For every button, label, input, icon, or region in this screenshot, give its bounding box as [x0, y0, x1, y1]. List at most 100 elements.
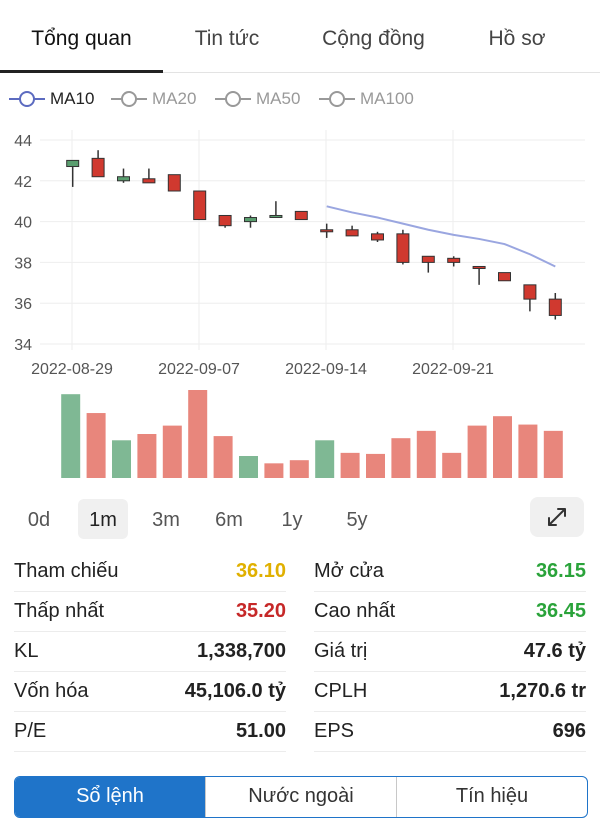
volume-bar: [213, 436, 233, 478]
volume-bar: [315, 440, 335, 478]
volume-bar: [493, 416, 512, 478]
legend-ma100[interactable]: MA100: [318, 84, 414, 114]
candle-body: [371, 233, 384, 241]
ma-legend: MA10 MA20 MA50 MA100: [0, 84, 600, 114]
candle-body: [244, 217, 257, 223]
legend-ma20[interactable]: MA20: [110, 84, 196, 114]
range-5y[interactable]: 5y: [346, 509, 368, 531]
range-0d[interactable]: 0d: [27, 509, 51, 531]
tab-tong-quan[interactable]: Tổng quan: [31, 27, 132, 50]
stat-label: Vốn hóa: [14, 680, 89, 702]
legend-ma10[interactable]: MA10: [8, 84, 94, 114]
stat-pe: P/E 51.00: [14, 712, 286, 752]
candle-body: [447, 257, 461, 263]
y-tick-label: 34: [14, 337, 32, 354]
volume-bar: [264, 463, 284, 478]
stat-label: Mở cửa: [314, 560, 384, 582]
volume-bar: [366, 453, 385, 478]
candle-body: [421, 255, 435, 263]
stat-thap-nhat: Thấp nhất 35.20: [14, 592, 286, 632]
range-1m[interactable]: 1m: [78, 499, 128, 539]
volume-bar: [467, 425, 487, 478]
price-volume-chart[interactable]: 34 36 38 40 42 44 2022-08-29 2022-09-07 2022-09-…: [0, 120, 600, 490]
candle-body: [167, 174, 181, 192]
legend-ma50-label: MA50: [256, 89, 301, 108]
y-tick-label: 42: [14, 174, 32, 191]
tab-cong-dong[interactable]: Cộng đồng: [322, 27, 425, 50]
ma50-line-icon: [215, 91, 251, 107]
ma10-line: [326, 205, 556, 268]
tab-tin-tuc[interactable]: Tin tức: [194, 27, 260, 50]
x-tick-label: 2022-08-29: [31, 361, 113, 378]
candle-body: [320, 229, 334, 233]
stat-value: 36.45: [535, 600, 586, 622]
volume-bar: [137, 434, 157, 478]
stat-label: Giá trị: [314, 640, 368, 662]
legend-ma20-label: MA20: [152, 89, 197, 108]
y-tick-label: 44: [14, 133, 32, 150]
candle-body: [498, 272, 511, 282]
range-1y[interactable]: 1y: [281, 509, 303, 531]
volume-bar: [416, 430, 436, 478]
volume-bar: [239, 456, 258, 478]
y-tick-label: 36: [14, 296, 32, 313]
candle-body: [66, 159, 80, 168]
stat-value: 696: [552, 720, 586, 742]
range-6m[interactable]: 6m: [215, 509, 243, 531]
stat-von-hoa: Vốn hóa 45,106.0 tỷ: [14, 672, 286, 712]
volume-bar: [86, 413, 106, 478]
tab-ho-so[interactable]: Hồ sơ: [488, 27, 546, 50]
stat-label: Tham chiếu: [14, 560, 119, 582]
top-tab-bar: Tổng quan Tin tức Cộng đồng Hồ sơ: [0, 0, 600, 73]
ma20-line-icon: [111, 91, 147, 107]
expand-chart-button[interactable]: [530, 497, 584, 537]
volume-bar: [289, 460, 309, 478]
stat-label: KL: [14, 640, 39, 662]
candle-body: [472, 265, 486, 270]
range-3m[interactable]: 3m: [152, 509, 180, 531]
volume-bar: [518, 424, 538, 478]
volume-bar: [340, 452, 360, 478]
candle-body: [345, 229, 359, 237]
legend-ma50[interactable]: MA50: [214, 84, 300, 114]
x-tick-label: 2022-09-07: [158, 361, 240, 378]
stat-value: 36.10: [235, 560, 286, 582]
legend-ma100-label: MA100: [360, 89, 414, 108]
tab-tin-hieu[interactable]: Tín hiệu: [396, 777, 587, 817]
tab-nuoc-ngoai[interactable]: Nước ngoài: [205, 777, 396, 817]
volume-bar: [442, 452, 462, 478]
candle-body: [548, 298, 562, 316]
candle-body: [117, 176, 130, 182]
active-tab-indicator: [0, 70, 163, 73]
volume-bar: [112, 440, 131, 478]
bottom-segmented-tabs: Sổ lệnh Nước ngoài Tín hiệu: [14, 776, 588, 818]
stat-value: 36.15: [535, 560, 586, 582]
stat-eps: EPS 696: [314, 712, 586, 752]
candle-body: [142, 178, 156, 184]
candle-body: [193, 190, 207, 221]
tab-so-lenh[interactable]: Sổ lệnh: [15, 777, 205, 817]
candle-body: [396, 233, 410, 263]
candle-body: [91, 157, 105, 178]
expand-icon: [548, 508, 566, 526]
stat-value: 1,338,700: [197, 640, 286, 662]
stat-cao-nhat: Cao nhất 36.45: [314, 592, 586, 632]
stat-label: CPLH: [314, 680, 368, 702]
volume-bar: [61, 394, 81, 478]
stat-label: Cao nhất: [314, 600, 396, 622]
ma100-line-icon: [319, 91, 355, 107]
x-tick-label: 2022-09-21: [412, 361, 494, 378]
y-tick-label: 40: [14, 215, 32, 232]
x-tick-label: 2022-09-14: [285, 361, 367, 378]
candle-body: [218, 214, 232, 227]
stat-value: 47.6 tỷ: [523, 640, 586, 662]
stat-value: 35.20: [235, 600, 286, 622]
stat-value: 51.00: [235, 720, 286, 742]
volume-bar: [162, 425, 182, 478]
candle-body: [294, 210, 308, 221]
stat-cplh: CPLH 1,270.6 tr: [314, 672, 586, 712]
stat-value: 45,106.0 tỷ: [184, 680, 286, 702]
y-tick-label: 38: [14, 255, 32, 272]
stat-mo-cua: Mở cửa 36.15: [314, 552, 586, 592]
candle-body: [523, 284, 537, 300]
